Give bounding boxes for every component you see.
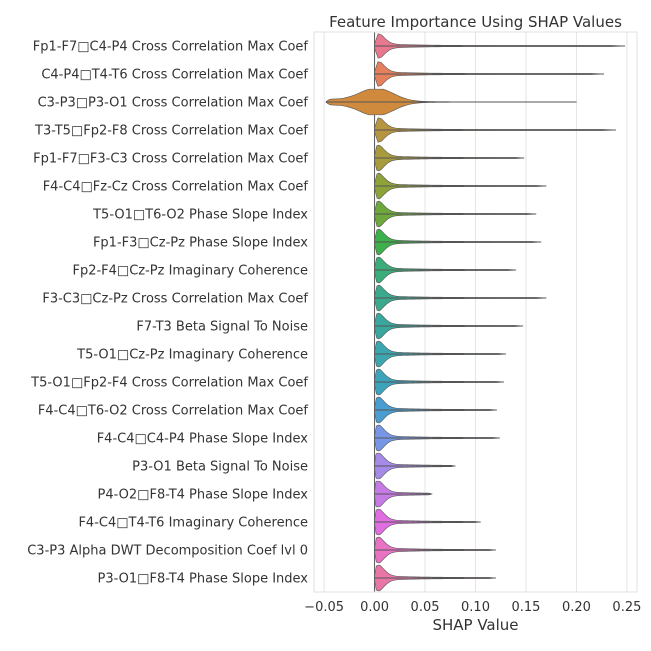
feature-label: P3-O1□F8-T4 Phase Slope Index [98, 572, 309, 587]
x-tick-label: −0.05 [304, 600, 344, 615]
feature-label: C4-P4□T4-T6 Cross Correlation Max Coef [41, 68, 308, 83]
chart-title: Feature Importance Using SHAP Values [329, 13, 622, 31]
x-tick-labels: −0.05 0.00 0.05 0.10 0.15 0.20 0.25 [304, 600, 641, 615]
feature-label: F4-C4□Fz-Cz Cross Correlation Max Coef [43, 180, 309, 195]
feature-label: F4-C4□C4-P4 Phase Slope Index [97, 432, 309, 447]
feature-label: T5-O1□T6-O2 Phase Slope Index [92, 208, 308, 223]
x-tick-label: 0.05 [411, 600, 440, 615]
feature-label: C3-P3□P3-O1 Cross Correlation Max Coef [38, 96, 309, 111]
feature-label: F4-C4□T6-O2 Cross Correlation Max Coef [38, 404, 309, 419]
x-tick-label: 0.20 [562, 600, 591, 615]
feature-labels: Fp1-F7□C4-P4 Cross Correlation Max Coef C… [27, 40, 308, 587]
feature-label: F3-C3□Cz-Pz Cross Correlation Max Coef [42, 292, 308, 307]
feature-label: F4-C4□T4-T6 Imaginary Coherence [78, 516, 308, 531]
feature-label: T5-O1□Cz-Pz Imaginary Coherence [76, 348, 308, 363]
feature-label: C3-P3 Alpha DWT Decomposition Coef lvl 0 [27, 544, 308, 559]
feature-label: T3-T5□Fp2-F8 Cross Correlation Max Coef [34, 124, 308, 139]
x-tick-label: 0.10 [461, 600, 490, 615]
x-tick-label: 0.25 [612, 600, 641, 615]
feature-label: Fp1-F7□F3-C3 Cross Correlation Max Coef [33, 152, 308, 167]
feature-label: T5-O1□Fp2-F4 Cross Correlation Max Coef [30, 376, 308, 391]
x-tick-label: 0.00 [360, 600, 389, 615]
feature-label: P4-O2□F8-T4 Phase Slope Index [98, 488, 309, 503]
feature-label: Fp1-F3□Cz-Pz Phase Slope Index [93, 236, 308, 251]
feature-label: F7-T3 Beta Signal To Noise [136, 320, 308, 335]
feature-label: Fp2-F4□Cz-Pz Imaginary Coherence [72, 264, 308, 279]
x-axis-label: SHAP Value [432, 616, 518, 634]
grid-layer [323, 32, 628, 592]
violin-layer [325, 33, 626, 592]
feature-label: Fp1-F7□C4-P4 Cross Correlation Max Coef [33, 40, 309, 55]
feature-label: P3-O1 Beta Signal To Noise [132, 460, 308, 475]
plot-frame [313, 31, 638, 593]
x-tick-label: 0.15 [511, 600, 540, 615]
